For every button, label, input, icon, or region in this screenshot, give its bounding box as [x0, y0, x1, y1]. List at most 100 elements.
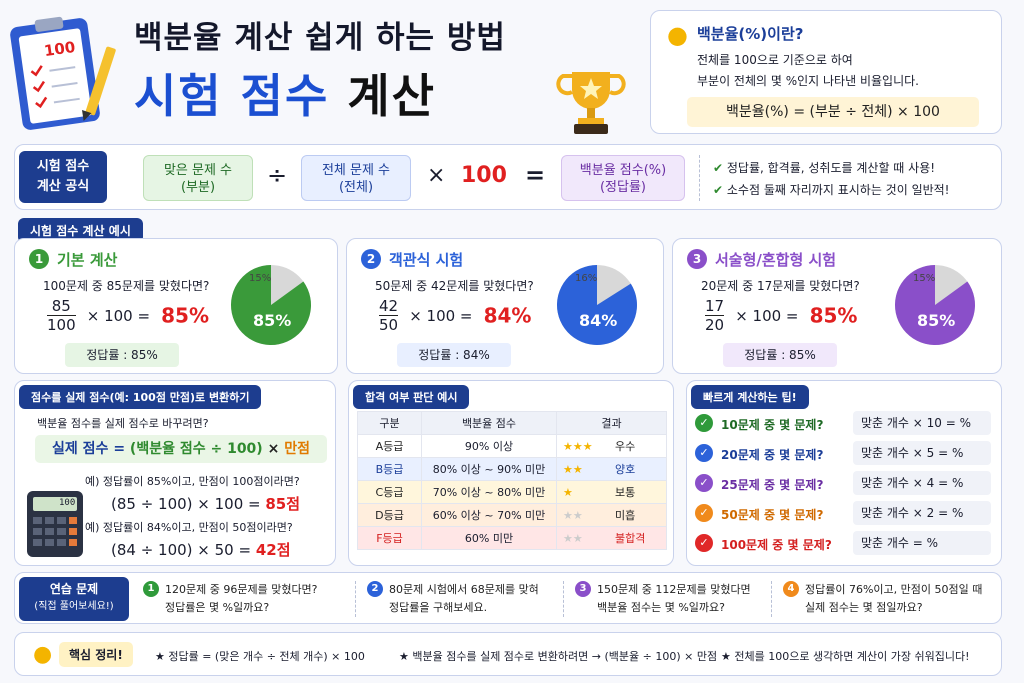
pie-main-slice	[230, 265, 311, 345]
tip-answer: 맞춘 개수 × 5 = %	[853, 441, 991, 465]
practice-line2: 정답률을 구해보세요.	[389, 601, 488, 614]
example-multiplier: × 100 =	[735, 306, 799, 325]
equals-sign: =	[525, 161, 546, 189]
check-icon: ✓	[695, 504, 713, 522]
star-icon: ★	[572, 532, 583, 545]
example-result: 85%	[809, 303, 858, 328]
formula-c: ×	[262, 441, 285, 457]
example-result: 84%	[483, 303, 532, 328]
convert-tag: 점수를 실제 점수(예: 100점 만점)로 변환하기	[19, 385, 262, 409]
tip-row: ✓ 100문제 중 몇 문제? 맞춘 개수 = %	[695, 531, 991, 555]
definition-formula: 백분율(%) = (부분 ÷ 전체) × 100	[687, 97, 979, 127]
page-title: 시험 점수 계산	[134, 60, 436, 126]
result-cell: ★★ 양호	[556, 457, 667, 481]
practice-tag-line2: (직접 풀어보세요!)	[34, 601, 114, 612]
grades-table: 구분 백분율 점수 결과 A등급 90% 이상 ★★★ 우수 B등급 80% 이상 …	[357, 411, 667, 550]
lightbulb-icon: ●	[33, 642, 53, 667]
practice-divider	[563, 581, 564, 617]
practice-line2: 실제 점수는 몇 점일까요?	[805, 601, 923, 614]
example-title: 서술형/혼합형 시험	[715, 251, 837, 269]
total-box: 전체 문제 수 (전체)	[301, 155, 411, 201]
fraction-numerator: 17	[705, 297, 725, 316]
example-answer: 정답률 : 84%	[397, 343, 511, 367]
practice-divider	[771, 581, 772, 617]
convert-calc2: (84 ÷ 100) × 50 = 42점	[111, 539, 291, 560]
result-cell: ★★ 불합격	[556, 526, 667, 550]
example-question: 50문제 중 42문제를 맞혔다면?	[375, 279, 534, 293]
note2: ✔ 소수점 둘째 자리까지 표시하는 것이 일반적!	[713, 181, 950, 198]
example-number: 1	[29, 249, 49, 269]
summary-point2: ★ 백분율 점수를 실제 점수로 변환하려면 → (백분율 ÷ 100) × 만…	[399, 650, 718, 663]
header-score: 백분율 점수	[421, 411, 557, 435]
convert-card: 점수를 실제 점수(예: 100점 만점)로 변환하기 백분율 점수를 실제 점…	[14, 380, 336, 566]
tip-row: ✓ 20문제 중 몇 문제? 맞춘 개수 × 5 = %	[695, 441, 991, 465]
convert-example1: 예) 정답률이 85%이고, 만점이 100점이라면?	[85, 475, 300, 488]
grade-cell: B등급	[357, 457, 422, 481]
example-title: 기본 계산	[57, 251, 118, 269]
example-calc: 42 50 × 100 = 84%	[379, 297, 531, 334]
summary-point3: ★ 전체를 100으로 생각하면 계산이 가장 쉬워집니다!	[721, 650, 970, 663]
calc1-expr: (85 ÷ 100) × 100 =	[111, 495, 266, 513]
result-text: 미흡	[615, 509, 636, 522]
check-icon: ✓	[695, 474, 713, 492]
result-cell: ★ 보통	[556, 480, 667, 504]
formula-divider	[699, 155, 700, 201]
result-box: 백분율 점수(%) (정답률)	[561, 155, 685, 201]
result-text: 불합격	[615, 532, 646, 545]
pie-rest-label: 15%	[913, 273, 936, 284]
tip-answer: 맞춘 개수 × 4 = %	[853, 471, 991, 495]
practice-tag-line1: 연습 문제	[49, 582, 99, 596]
clipboard-illustration: 100	[10, 10, 126, 134]
note1: ✔ 정답률, 합격률, 성취도를 계산할 때 사용!	[713, 159, 935, 176]
formula-tag-line1: 시험 점수	[36, 159, 90, 174]
practice-line1: 120문제 중 96문제를 맞혔다면?	[165, 583, 318, 596]
tip-row: ✓ 10문제 중 몇 문제? 맞춘 개수 × 10 = %	[695, 411, 991, 435]
practice-item: 2 80문제 시험에서 68문제를 맞혀 정답률을 구해보세요.	[367, 581, 573, 619]
grade-row: C등급 70% 이상 ~ 80% 미만 ★ 보통	[357, 480, 667, 504]
example-calc: 85 100 × 100 = 85%	[47, 297, 209, 334]
part-label: 맞은 문제 수	[163, 163, 233, 178]
check-icon: ✓	[695, 414, 713, 432]
tip-question: 20문제 중 몇 문제?	[721, 448, 824, 462]
check-icon: ✓	[695, 444, 713, 462]
example-calc: 17 20 × 100 = 85%	[705, 297, 857, 334]
star-icon: ★	[563, 509, 573, 522]
summary-tag: 핵심 정리!	[59, 642, 133, 667]
tip-question: 50문제 중 몇 문제?	[721, 508, 824, 522]
range-cell: 70% 이상 ~ 80% 미만	[421, 480, 557, 504]
result-sub: (정답률)	[599, 180, 647, 195]
calc2-expr: (84 ÷ 100) × 50 =	[111, 541, 256, 559]
example-answer: 정답률 : 85%	[723, 343, 837, 367]
result-cell: ★★★ 우수	[556, 434, 667, 458]
range-cell: 60% 이상 ~ 70% 미만	[421, 503, 557, 527]
practice-line1: 80문제 시험에서 68문제를 맞혀	[389, 583, 539, 596]
example-card: 1 기본 계산 100문제 중 85문제를 맞혔다면? 85 100 × 100 …	[14, 238, 338, 374]
tip-row: ✓ 25문제 중 몇 문제? 맞춘 개수 × 4 = %	[695, 471, 991, 495]
grade-cell: C등급	[357, 480, 422, 504]
practice-line2: 정답률은 몇 %일까요?	[165, 601, 270, 614]
result-text: 양호	[615, 463, 636, 476]
practice-line1: 정답률이 76%이고, 만점이 50점일 때	[805, 583, 983, 596]
definition-line1: 전체를 100으로 기준으로 하여	[697, 53, 853, 67]
title-dark: 계산	[347, 69, 436, 123]
tip-answer: 맞춘 개수 × 10 = %	[853, 411, 991, 435]
summary-bar: ● 핵심 정리! ★ 정답률 = (맞은 개수 ÷ 전체 개수) × 100 ★…	[14, 632, 1002, 676]
pie-main-label: 85%	[253, 311, 292, 330]
pie-main-label: 84%	[579, 311, 618, 330]
trophy-icon	[556, 66, 626, 138]
header-grade: 구분	[357, 411, 422, 435]
definition-heading: 백분율(%)이란?	[697, 25, 804, 43]
header-result: 결과	[556, 411, 667, 435]
tip-answer: 맞춘 개수 = %	[853, 531, 991, 555]
grade-cell: D등급	[357, 503, 422, 527]
example-fraction: 85 100	[47, 297, 76, 334]
example-multiplier: × 100 =	[409, 306, 473, 325]
divide-sign: ÷	[267, 161, 288, 189]
hundred-value: 100	[461, 163, 507, 188]
grades-header-row: 구분 백분율 점수 결과	[357, 411, 667, 435]
grade-row: B등급 80% 이상 ~ 90% 미만 ★★ 양호	[357, 457, 667, 481]
star-icon: ★	[572, 509, 583, 522]
calculator-screen: 100	[59, 498, 76, 508]
practice-item: 3 150문제 중 112문제를 맞혔다면 백분율 점수는 몇 %일까요?	[575, 581, 781, 619]
pie-main-slice	[894, 265, 975, 345]
